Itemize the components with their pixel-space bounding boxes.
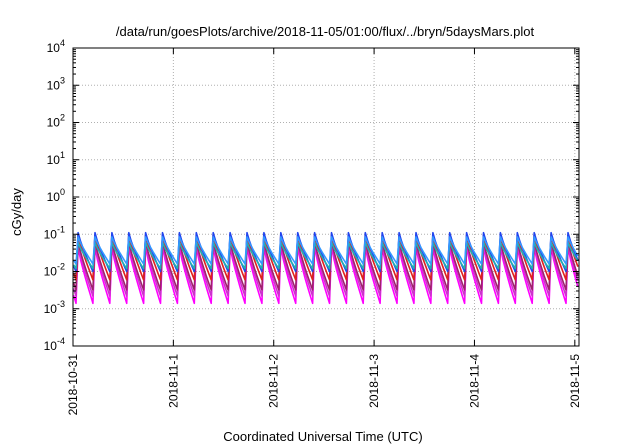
x-axis-label: Coordinated Universal Time (UTC) <box>223 429 422 444</box>
series-line <box>72 246 579 305</box>
x-tick-label: 2018-11-4 <box>467 354 481 408</box>
x-tick-label: 2018-10-31 <box>66 354 80 416</box>
y-tick-label: 100 <box>47 187 65 204</box>
y-tick-label: 10-2 <box>44 262 65 279</box>
grid <box>72 48 579 346</box>
series-line <box>72 240 579 291</box>
y-tick-label: 101 <box>47 150 65 167</box>
series-group <box>72 231 579 305</box>
x-tick-label: 2018-11-1 <box>166 354 180 408</box>
y-tick-label: 10-3 <box>44 299 65 316</box>
x-tick-label: 2018-11-2 <box>267 354 281 408</box>
y-tick-label: 104 <box>47 38 65 55</box>
series-line <box>72 241 579 270</box>
y-axis-label: cGy/day <box>9 188 24 236</box>
y-tick-label: 102 <box>47 113 65 130</box>
y-tick-label: 103 <box>47 75 65 92</box>
x-tick-label: 2018-11-5 <box>568 354 582 408</box>
ticks: 10-4 10-3 10-2 10-1 100 101 102 103 104 2018-10-3… <box>44 38 582 415</box>
series-line <box>72 243 579 297</box>
x-tick-label: 2018-11-3 <box>367 354 381 408</box>
y-tick-label: 10-1 <box>44 224 65 241</box>
y-tick-label: 10-4 <box>44 336 65 353</box>
series-line <box>72 234 579 281</box>
series-line <box>72 236 579 265</box>
chart-title: /data/run/goesPlots/archive/2018-11-05/0… <box>116 24 535 39</box>
